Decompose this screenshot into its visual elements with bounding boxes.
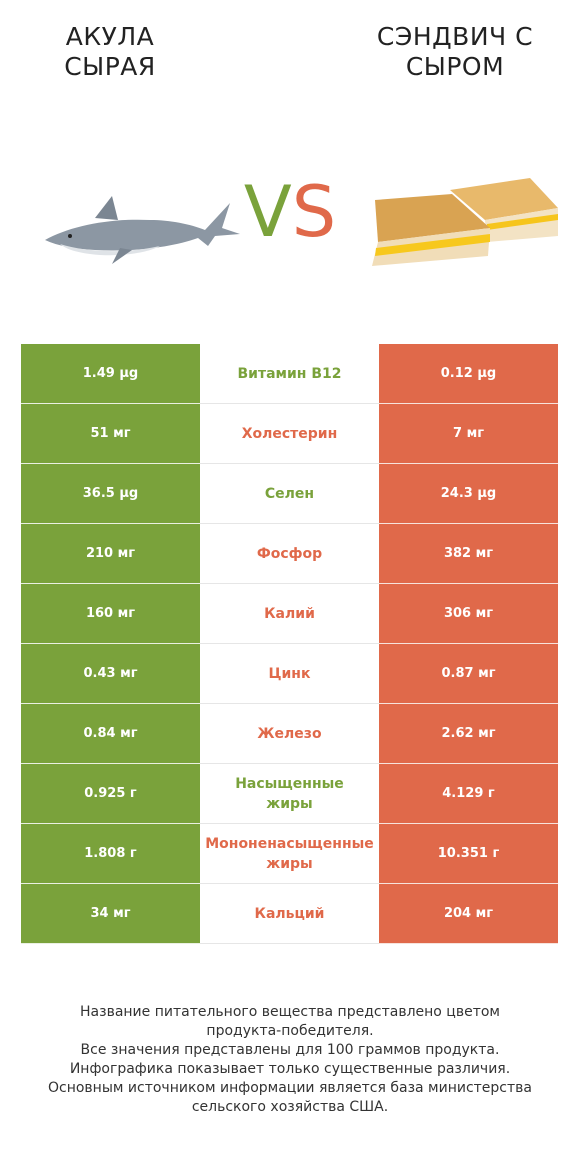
right-value: 306 мг <box>379 584 558 644</box>
nutrient-name: Калий <box>200 584 379 644</box>
footnote-line: Все значения представлены для 100 граммо… <box>80 1042 500 1058</box>
table-row: 0.84 мг Железо 2.62 мг <box>21 704 558 764</box>
nutrient-name: Фосфор <box>200 524 379 584</box>
left-value: 36.5 µg <box>21 464 200 524</box>
nutrient-name: Железо <box>200 704 379 764</box>
hero-illustration <box>45 178 558 266</box>
footnote-line: сельского хозяйства США. <box>191 1099 389 1115</box>
left-title-line1: АКУЛА <box>65 22 155 51</box>
nutrient-name-line1: Мононенасыщенные <box>205 835 374 852</box>
right-food-title: СЭНДВИЧ С СЫРОМ <box>355 22 555 82</box>
vs-label: VS <box>225 162 355 262</box>
left-title-line2: СЫРАЯ <box>64 52 156 81</box>
left-value: 0.925 г <box>21 764 200 824</box>
vs-letter-v: V <box>243 171 292 253</box>
left-value: 160 мг <box>21 584 200 644</box>
left-value: 210 мг <box>21 524 200 584</box>
right-value: 0.87 мг <box>379 644 558 704</box>
footnote-line: Название питательного вещества представл… <box>80 1004 500 1020</box>
nutrient-name-line2: жиры <box>266 795 313 812</box>
vs-letter-s: S <box>291 171 337 253</box>
right-value: 24.3 µg <box>379 464 558 524</box>
left-value: 1.49 µg <box>21 344 200 404</box>
footnote-line: продукта-победителя. <box>206 1023 374 1039</box>
right-value: 204 мг <box>379 884 558 944</box>
nutrient-name: Селен <box>200 464 379 524</box>
left-value: 0.84 мг <box>21 704 200 764</box>
table-row: 36.5 µg Селен 24.3 µg <box>21 464 558 524</box>
sandwich-image <box>372 178 558 266</box>
table-row: 51 мг Холестерин 7 мг <box>21 404 558 464</box>
left-value: 0.43 мг <box>21 644 200 704</box>
right-value: 382 мг <box>379 524 558 584</box>
nutrient-name: Насыщенные жиры <box>200 764 379 824</box>
right-value: 10.351 г <box>379 824 558 884</box>
footnote-line: Основным источником информации является … <box>48 1080 532 1096</box>
left-value: 51 мг <box>21 404 200 464</box>
table-row: 1.49 µg Витамин B12 0.12 µg <box>21 344 558 404</box>
nutrient-name-line2: жиры <box>266 855 313 872</box>
table-row: 1.808 г Мононенасыщенные жиры 10.351 г <box>21 824 558 884</box>
nutrient-name: Кальций <box>200 884 379 944</box>
nutrient-name: Холестерин <box>200 404 379 464</box>
right-title-line2: СЫРОМ <box>405 52 505 81</box>
table-row: 0.925 г Насыщенные жиры 4.129 г <box>21 764 558 824</box>
table-row: 210 мг Фосфор 382 мг <box>21 524 558 584</box>
nutrient-name: Цинк <box>200 644 379 704</box>
left-food-title: АКУЛА СЫРАЯ <box>10 22 210 82</box>
right-value: 4.129 г <box>379 764 558 824</box>
nutrient-name: Витамин B12 <box>200 344 379 404</box>
left-value: 34 мг <box>21 884 200 944</box>
right-value: 0.12 µg <box>379 344 558 404</box>
right-value: 7 мг <box>379 404 558 464</box>
footnote: Название питательного вещества представл… <box>30 1003 550 1117</box>
shark-image <box>45 196 240 264</box>
right-value: 2.62 мг <box>379 704 558 764</box>
nutrient-name: Мононенасыщенные жиры <box>200 824 379 884</box>
nutrient-name-line1: Насыщенные <box>235 775 344 792</box>
table-row: 0.43 мг Цинк 0.87 мг <box>21 644 558 704</box>
left-value: 1.808 г <box>21 824 200 884</box>
right-title-line1: СЭНДВИЧ С <box>376 22 534 51</box>
table-row: 160 мг Калий 306 мг <box>21 584 558 644</box>
table-row: 34 мг Кальций 204 мг <box>21 884 558 944</box>
comparison-table: 1.49 µg Витамин B12 0.12 µg 51 мг Холест… <box>21 344 558 944</box>
footnote-line: Инфографика показывает только существенн… <box>69 1061 511 1077</box>
